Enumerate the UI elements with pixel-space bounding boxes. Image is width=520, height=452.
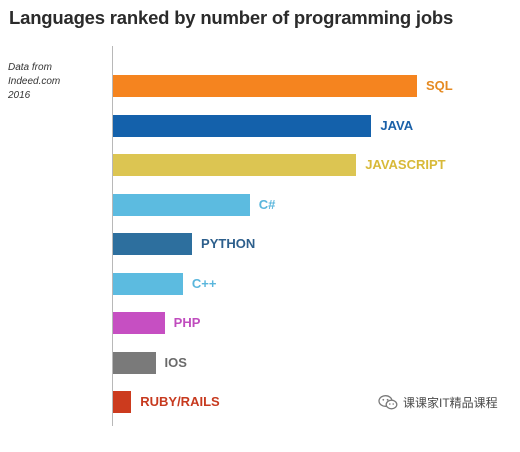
bar-c- xyxy=(113,272,183,295)
source-note: Data from Indeed.com 2016 xyxy=(8,61,60,103)
bar-ios xyxy=(113,351,156,374)
bar-javascript xyxy=(113,154,357,176)
y-axis-line xyxy=(112,46,113,426)
bar-label: C++ xyxy=(191,275,217,291)
bar-label: JAVASCRIPT xyxy=(365,157,446,172)
chart-title: Languages ranked by number of programmin… xyxy=(9,7,454,28)
watermark: 课课家IT精品课程 xyxy=(378,394,498,411)
bar-label: RUBY/RAILS xyxy=(140,394,220,409)
wechat-icon xyxy=(378,395,398,410)
bar-label: SQL xyxy=(426,78,453,93)
bar-c- xyxy=(113,193,250,216)
bar-label: IOS xyxy=(164,354,187,370)
bar-label: C# xyxy=(258,196,276,212)
bar-label: PYTHON xyxy=(201,236,256,251)
bar-label: PHP xyxy=(173,315,201,330)
bar-ruby-rails xyxy=(113,391,132,413)
bar-python xyxy=(113,233,193,255)
bar-sql xyxy=(113,75,417,97)
watermark-text: 课课家IT精品课程 xyxy=(403,396,498,410)
bar-label: JAVA xyxy=(380,117,414,133)
source-note-line: Data from xyxy=(8,62,52,73)
source-note-line: Indeed.com xyxy=(8,76,61,87)
source-note-line: 2016 xyxy=(8,90,31,101)
bar-php xyxy=(113,312,165,334)
bar-java xyxy=(113,114,372,137)
